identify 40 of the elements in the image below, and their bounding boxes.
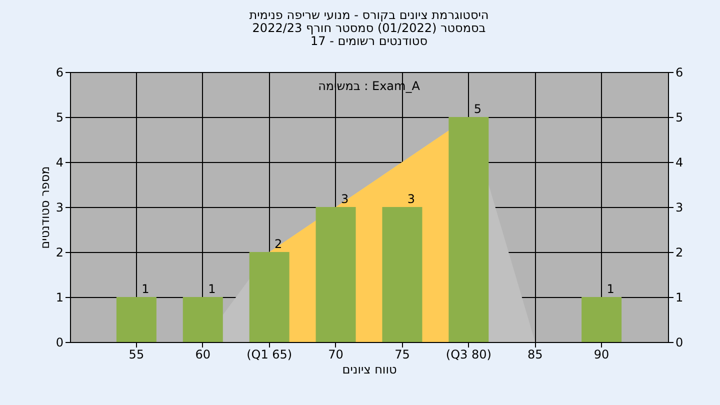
x-tick-label: (Q3 80) (446, 348, 492, 362)
y-tick-label: 0 (56, 336, 64, 350)
y-tick-label: 3 (56, 200, 64, 214)
y2-tick-label: 3 (676, 200, 684, 214)
bar (182, 297, 223, 342)
y2-tick-label: 6 (676, 66, 684, 80)
bar (582, 297, 622, 342)
bar (382, 207, 422, 342)
x-tick-label: 90 (594, 348, 610, 362)
x-tick-label: 60 (195, 348, 211, 362)
y2-tick-label: 0 (676, 336, 684, 350)
y2-tick-label: 2 (676, 246, 684, 260)
y2-tick-label: 5 (676, 110, 684, 124)
data-label: 1 (606, 282, 614, 296)
x-tick-label: 75 (394, 348, 410, 362)
x-tick-label: 55 (128, 348, 144, 362)
x-tick-label: 85 (527, 348, 543, 362)
text: בסמסטר (01/2022) סמסטר חורף 2022/23 (252, 21, 486, 35)
data-label: 3 (340, 192, 349, 206)
x-axis-title: טווח ציונים (342, 362, 397, 376)
y-tick-label: 6 (56, 66, 64, 80)
data-label: 1 (142, 282, 150, 296)
text: סטודנטים רשומים - 17 (310, 34, 428, 48)
bar (116, 297, 156, 342)
y-axis-title: מספר סטודנטים (38, 166, 52, 249)
y-tick-label: 4 (56, 156, 64, 170)
x-tick-label: (Q1 65) (246, 348, 292, 362)
y-tick-label: 1 (56, 290, 64, 304)
data-label: 3 (407, 192, 416, 206)
y2-tick-label: 1 (676, 290, 684, 304)
text: היסטוגרמת ציונים בקורס - מנועי שריפה פנימית (249, 8, 489, 22)
y-tick-label: 2 (56, 246, 64, 260)
data-label: 5 (474, 102, 482, 116)
bar (316, 207, 356, 342)
y2-tick-label: 4 (676, 156, 684, 170)
bar (249, 252, 290, 342)
y-tick-label: 5 (56, 110, 64, 124)
data-label: 1 (208, 282, 216, 296)
data-label: 2 (274, 237, 282, 251)
x-tick-label: 70 (328, 348, 344, 362)
